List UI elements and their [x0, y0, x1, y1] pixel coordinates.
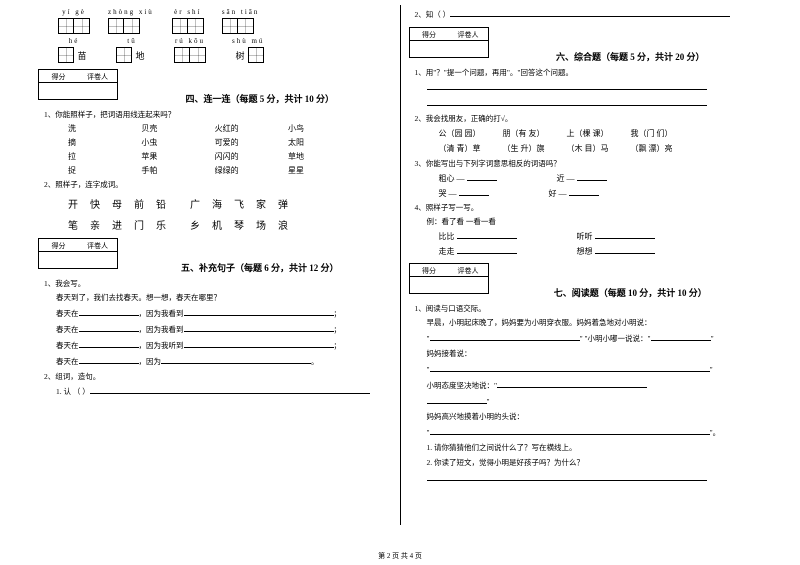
q5-1: 1、我会写。: [44, 278, 392, 289]
char-row-2: 笔亲进门乐乡机琴场浪: [68, 217, 392, 232]
score-box-6: 得分评卷人: [409, 27, 489, 58]
opts-row-1: 公（园 园）朋（有 友）上（棵 课）我（门 们）: [439, 128, 763, 139]
q5-intro: 春天到了，我们去找春天。想一想，春天在哪里？: [56, 292, 392, 304]
char-row-1: 开快母前铅广海飞家弹: [68, 196, 392, 211]
q6-2: 2、我会找朋友，正确的打√。: [415, 113, 763, 124]
q5-2: 2、组词，造句。: [44, 371, 392, 382]
section-4-title: 四、连一连（每题 5 分，共计 10 分）: [128, 92, 392, 105]
q7-1: 1、阅读与口语交际。: [415, 303, 763, 314]
pinyin-row-1: yí gè zhòng xiù èr shí sān tiān: [58, 8, 392, 34]
q4-1: 1、你能照样子，把词语用线连起来吗？: [44, 109, 392, 120]
left-column: yí gè zhòng xiù èr shí sān tiān hé苗 tǔ地 …: [30, 0, 400, 540]
section-5-title: 五、补充句子（每题 6 分，共计 12 分）: [128, 261, 392, 274]
pinyin-row-2: hé苗 tǔ地 rú kǒu shù mú树: [58, 37, 392, 63]
q6-4: 4、照样子写一写。: [415, 202, 763, 213]
q6-3: 3、你能写出与下列字词意思相反的词语吗？: [415, 158, 763, 169]
right-column: 2、知（ ） 得分评卷人 六、综合题（每题 5 分，共计 20 分） 1、用"？…: [401, 0, 771, 540]
score-box-5: 得分评卷人: [38, 238, 118, 269]
section-6-title: 六、综合题（每题 5 分，共计 20 分）: [499, 50, 763, 63]
page-footer: 第 2 页 共 4 页: [0, 551, 800, 561]
score-box-7: 得分评卷人: [409, 263, 489, 294]
q6-1: 1、用"？"提一个问题，再用"。"回答这个问题。: [415, 67, 763, 78]
score-box-4: 得分评卷人: [38, 69, 118, 100]
q4-2: 2、照样子，连字成词。: [44, 179, 392, 190]
section-7-title: 七、阅读题（每题 10 分，共计 10 分）: [499, 286, 763, 299]
opts-row-2: （清 青）草（生 升）旗（木 目）马（飘 漂）亮: [439, 143, 763, 154]
